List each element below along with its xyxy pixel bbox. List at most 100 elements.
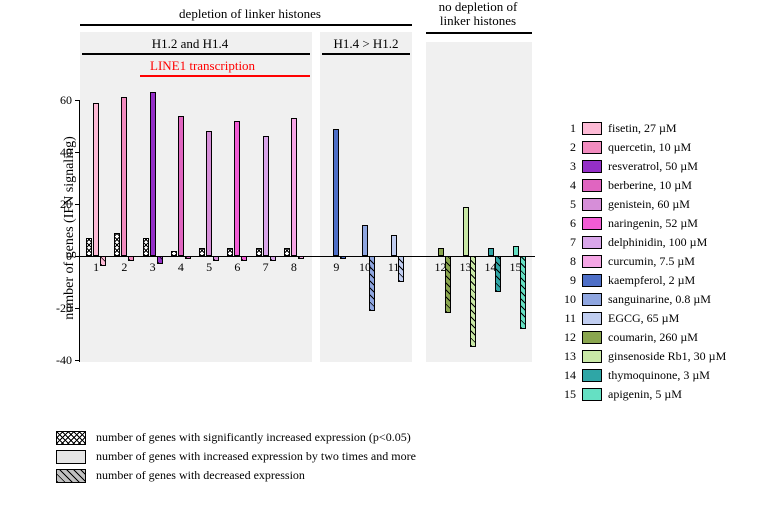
legend-swatch bbox=[582, 217, 602, 230]
legend-label: curcumin, 7.5 µM bbox=[608, 254, 695, 269]
y-tick-label: 60 bbox=[32, 93, 72, 108]
bottom-legend-row: number of genes with decreased expressio… bbox=[56, 468, 416, 483]
x-index-label: 2 bbox=[121, 260, 127, 275]
bar-up bbox=[178, 116, 184, 256]
y-tick bbox=[75, 152, 80, 153]
legend-label: delphinidin, 100 µM bbox=[608, 235, 707, 250]
bar-up bbox=[488, 248, 494, 256]
x-baseline bbox=[79, 256, 535, 257]
bar-up bbox=[438, 248, 444, 256]
legend-label: quercetin, 10 µM bbox=[608, 140, 691, 155]
y-axis bbox=[79, 100, 80, 362]
legend-swatch bbox=[582, 122, 602, 135]
y-tick-label: 40 bbox=[32, 145, 72, 160]
legend-swatch bbox=[582, 331, 602, 344]
legend-label: EGCG, 65 µM bbox=[608, 311, 679, 326]
bar-up bbox=[463, 207, 469, 256]
x-index-label: 11 bbox=[388, 260, 400, 275]
legend-row: 9kaempferol, 2 µM bbox=[560, 272, 726, 288]
legend-row: 3resveratrol, 50 µM bbox=[560, 158, 726, 174]
legend-index: 15 bbox=[560, 387, 576, 402]
x-index-label: 8 bbox=[291, 260, 297, 275]
x-index-label: 13 bbox=[460, 260, 472, 275]
legend-swatch bbox=[582, 388, 602, 401]
bottom-legend-swatch bbox=[56, 469, 86, 483]
legend-label: thymoquinone, 3 µM bbox=[608, 368, 710, 383]
bar-up bbox=[206, 131, 212, 256]
legend-label: berberine, 10 µM bbox=[608, 178, 692, 193]
bar-up bbox=[333, 129, 339, 256]
group-label-1: H1.2 and H1.4 bbox=[90, 36, 290, 52]
legend-swatch bbox=[582, 236, 602, 249]
legend-row: 1 fisetin, 27 µM bbox=[560, 120, 726, 136]
y-tick bbox=[75, 360, 80, 361]
bar-sig bbox=[199, 248, 205, 256]
legend-label: fisetin, 27 µM bbox=[608, 121, 677, 136]
legend-row: 13ginsenoside Rb1, 30 µM bbox=[560, 348, 726, 364]
legend-index: 8 bbox=[560, 254, 576, 269]
legend-swatch bbox=[582, 350, 602, 363]
line1-rule bbox=[140, 75, 310, 77]
legend-row: 2 quercetin, 10 µM bbox=[560, 139, 726, 155]
header-depletion: depletion of linker histones bbox=[90, 6, 410, 22]
bg-group-1 bbox=[80, 32, 312, 362]
x-index-label: 10 bbox=[359, 260, 371, 275]
bar-up bbox=[391, 235, 397, 256]
rule-depletion bbox=[80, 24, 412, 26]
rule-group-2 bbox=[322, 53, 410, 55]
bar-up bbox=[234, 121, 240, 256]
legend-row: 7 delphinidin, 100 µM bbox=[560, 234, 726, 250]
legend-label: sanguinarine, 0.8 µM bbox=[608, 292, 711, 307]
legend-row: 8 curcumin, 7.5 µM bbox=[560, 253, 726, 269]
legend-index: 6 bbox=[560, 216, 576, 231]
legend-row: 6naringenin, 52 µM bbox=[560, 215, 726, 231]
legend-index: 7 bbox=[560, 235, 576, 250]
legend-index: 13 bbox=[560, 349, 576, 364]
legend-swatch bbox=[582, 293, 602, 306]
y-tick-label: -20 bbox=[32, 301, 72, 316]
legend-index: 11 bbox=[560, 311, 576, 326]
legend-row: 15 apigenin, 5 µM bbox=[560, 386, 726, 402]
bar-up bbox=[93, 103, 99, 256]
x-index-label: 5 bbox=[206, 260, 212, 275]
x-index-label: 3 bbox=[150, 260, 156, 275]
x-index-label: 14 bbox=[485, 260, 497, 275]
bar-sig bbox=[284, 248, 290, 256]
bottom-legend: number of genes with significantly incre… bbox=[56, 430, 416, 487]
legend-index: 2 bbox=[560, 140, 576, 155]
legend-swatch bbox=[582, 198, 602, 211]
legend-swatch bbox=[582, 141, 602, 154]
y-tick-label: 20 bbox=[32, 197, 72, 212]
legend-swatch bbox=[582, 160, 602, 173]
bar-up bbox=[362, 225, 368, 256]
bottom-legend-row: number of genes with increased expressio… bbox=[56, 449, 416, 464]
chart-container: depletion of linker histones no depletio… bbox=[20, 0, 550, 430]
x-index-label: 9 bbox=[333, 260, 339, 275]
bar-down bbox=[100, 256, 106, 266]
legend-row: 12coumarin, 260 µM bbox=[560, 329, 726, 345]
legend-label: apigenin, 5 µM bbox=[608, 387, 682, 402]
header-no-depletion: no depletion of linker histones bbox=[420, 0, 536, 29]
legend-label: genistein, 60 µM bbox=[608, 197, 690, 212]
legend-index: 4 bbox=[560, 178, 576, 193]
bottom-legend-text: number of genes with decreased expressio… bbox=[96, 468, 305, 483]
bar-sig bbox=[227, 248, 233, 256]
legend-row: 11 EGCG, 65 µM bbox=[560, 310, 726, 326]
legend-swatch bbox=[582, 369, 602, 382]
legend-swatch bbox=[582, 312, 602, 325]
bar-sig bbox=[143, 238, 149, 256]
y-tick bbox=[75, 308, 80, 309]
legend-index: 1 bbox=[560, 121, 576, 136]
legend-label: resveratrol, 50 µM bbox=[608, 159, 698, 174]
compound-legend: 1 fisetin, 27 µM 2 quercetin, 10 µM 3resvera… bbox=[560, 120, 726, 405]
x-index-label: 12 bbox=[435, 260, 447, 275]
legend-row: 10sanguinarine, 0.8 µM bbox=[560, 291, 726, 307]
legend-swatch bbox=[582, 179, 602, 192]
x-index-label: 4 bbox=[178, 260, 184, 275]
y-tick-label: 0 bbox=[32, 249, 72, 264]
bar-sig bbox=[114, 233, 120, 256]
legend-label: coumarin, 260 µM bbox=[608, 330, 698, 345]
bar-sig bbox=[256, 248, 262, 256]
bar-sig bbox=[86, 238, 92, 256]
bg-group-3 bbox=[426, 42, 532, 362]
